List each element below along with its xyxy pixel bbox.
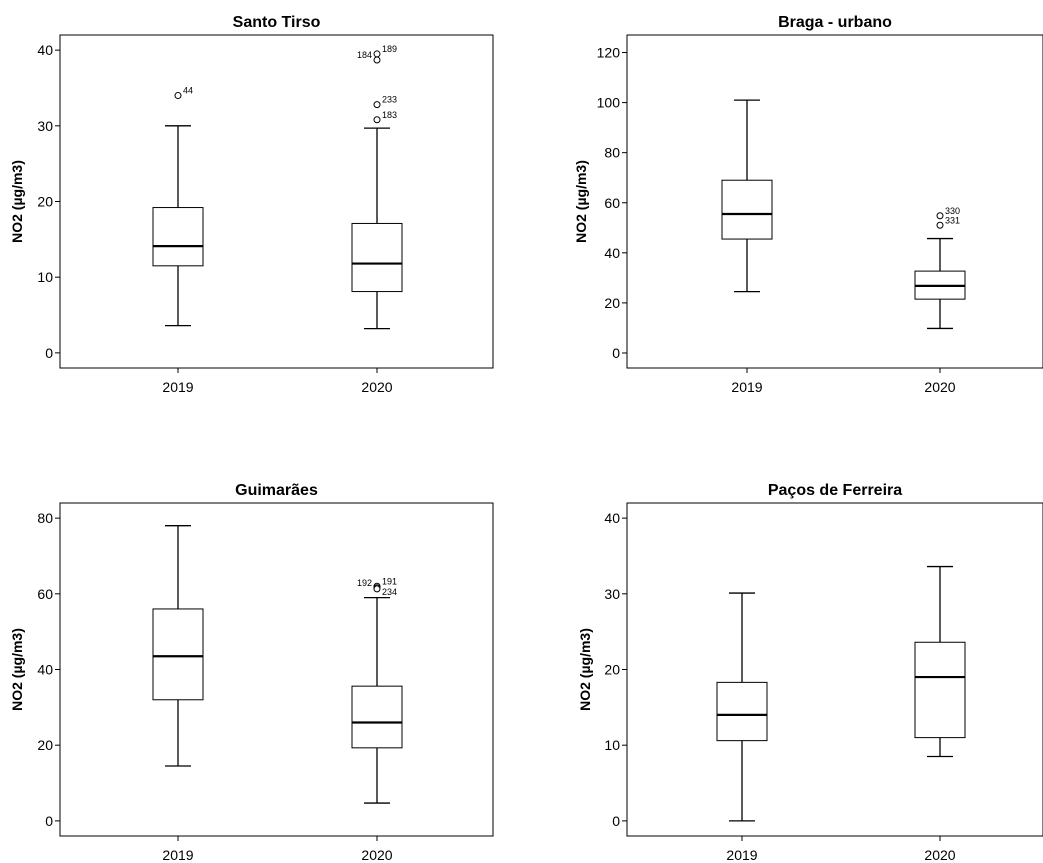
- y-tick-label: 40: [604, 510, 620, 526]
- outlier-label: 233: [382, 95, 397, 105]
- y-tick-label: 30: [37, 118, 53, 134]
- chart-panel-3: Paços de Ferreira NO2 (µg/m3) 0 10 20 30 40 201…: [577, 482, 1043, 863]
- y-tick-label: 40: [604, 245, 620, 261]
- outlier-label: 192: [357, 578, 372, 588]
- x-tick-label: 2020: [361, 379, 392, 395]
- box-2019: [152, 525, 204, 767]
- y-axis-label: NO2 (µg/m3): [577, 628, 593, 711]
- outlier-label: 184: [357, 50, 372, 60]
- chart-panel-0: Santo Tirso NO2 (µg/m3) 0 10 20 30 40 2019 2020 4…: [9, 14, 494, 395]
- x-tick-label: 2020: [924, 379, 955, 395]
- y-tick-label: 10: [37, 269, 53, 285]
- outlier-point: [936, 221, 944, 229]
- iqr-box: [716, 681, 768, 742]
- chart-title: Braga - urbano: [778, 14, 892, 31]
- iqr-box: [351, 222, 403, 293]
- x-tick-label: 2019: [162, 847, 193, 863]
- y-tick-label: 80: [37, 510, 53, 526]
- y-tick-label: 20: [37, 737, 53, 753]
- iqr-box: [152, 608, 204, 701]
- outlier-label: 234: [382, 587, 397, 597]
- y-tick-label: 100: [597, 95, 621, 111]
- outlier-label: 183: [382, 110, 397, 120]
- y-tick-label: 60: [37, 586, 53, 602]
- y-axis-label: NO2 (µg/m3): [9, 628, 25, 711]
- outlier-label: 331: [945, 215, 960, 225]
- chart-title: Paços de Ferreira: [768, 482, 902, 499]
- x-tick-label: 2019: [731, 379, 762, 395]
- outlier-point: [373, 585, 381, 593]
- box-2019: [721, 99, 773, 293]
- iqr-box: [351, 685, 403, 749]
- chart-title: Guimarães: [235, 482, 318, 499]
- outlier-point: [936, 212, 944, 220]
- y-tick-label: 20: [604, 295, 620, 311]
- plot-frame: [59, 502, 494, 837]
- iqr-box: [914, 641, 966, 739]
- outlier-point: [174, 92, 182, 100]
- y-tick-label: 120: [597, 45, 621, 61]
- iqr-box: [721, 179, 773, 240]
- box-2020: [914, 565, 966, 758]
- box-2020: 191 192 234: [351, 576, 403, 804]
- box-2019: 44: [152, 86, 204, 327]
- outlier-label: 330: [945, 206, 960, 216]
- y-tick-label: 40: [37, 42, 53, 58]
- y-tick-label: 10: [604, 737, 620, 753]
- y-tick-label: 40: [37, 662, 53, 678]
- x-tick-label: 2020: [361, 847, 392, 863]
- y-tick-label: 30: [604, 586, 620, 602]
- iqr-box: [152, 207, 204, 267]
- chart-title: Santo Tirso: [233, 14, 321, 31]
- y-axis-label: NO2 (µg/m3): [9, 160, 25, 243]
- y-tick-label: 0: [612, 345, 620, 361]
- chart-panel-2: Guimarães NO2 (µg/m3) 0 20 40 60 80 2019 2020 191…: [9, 482, 494, 863]
- chart-panel-1: Braga - urbano NO2 (µg/m3) 0 20 40 60 80 100 120…: [573, 14, 1043, 395]
- box-2019: [716, 592, 768, 822]
- outlier-point: [373, 56, 381, 64]
- outlier-point: [373, 116, 381, 124]
- y-tick-label: 20: [37, 194, 53, 210]
- x-tick-label: 2019: [162, 379, 193, 395]
- outlier-label: 189: [382, 44, 397, 54]
- y-tick-label: 20: [604, 662, 620, 678]
- y-tick-label: 0: [45, 813, 53, 829]
- plot-frame: [626, 34, 1043, 369]
- outlier-point: [373, 50, 381, 58]
- y-tick-label: 60: [604, 195, 620, 211]
- y-tick-label: 80: [604, 145, 620, 161]
- y-tick-label: 0: [612, 813, 620, 829]
- outlier-label: 191: [382, 576, 397, 586]
- y-tick-label: 0: [45, 345, 53, 361]
- x-tick-label: 2019: [726, 847, 757, 863]
- box-2020: 189 184 233 183: [351, 44, 403, 330]
- plot-frame: [626, 502, 1043, 837]
- plot-frame: [59, 34, 494, 369]
- x-tick-label: 2020: [924, 847, 955, 863]
- y-axis-label: NO2 (µg/m3): [573, 160, 589, 243]
- outlier-label: 44: [183, 86, 193, 96]
- outlier-point: [373, 101, 381, 109]
